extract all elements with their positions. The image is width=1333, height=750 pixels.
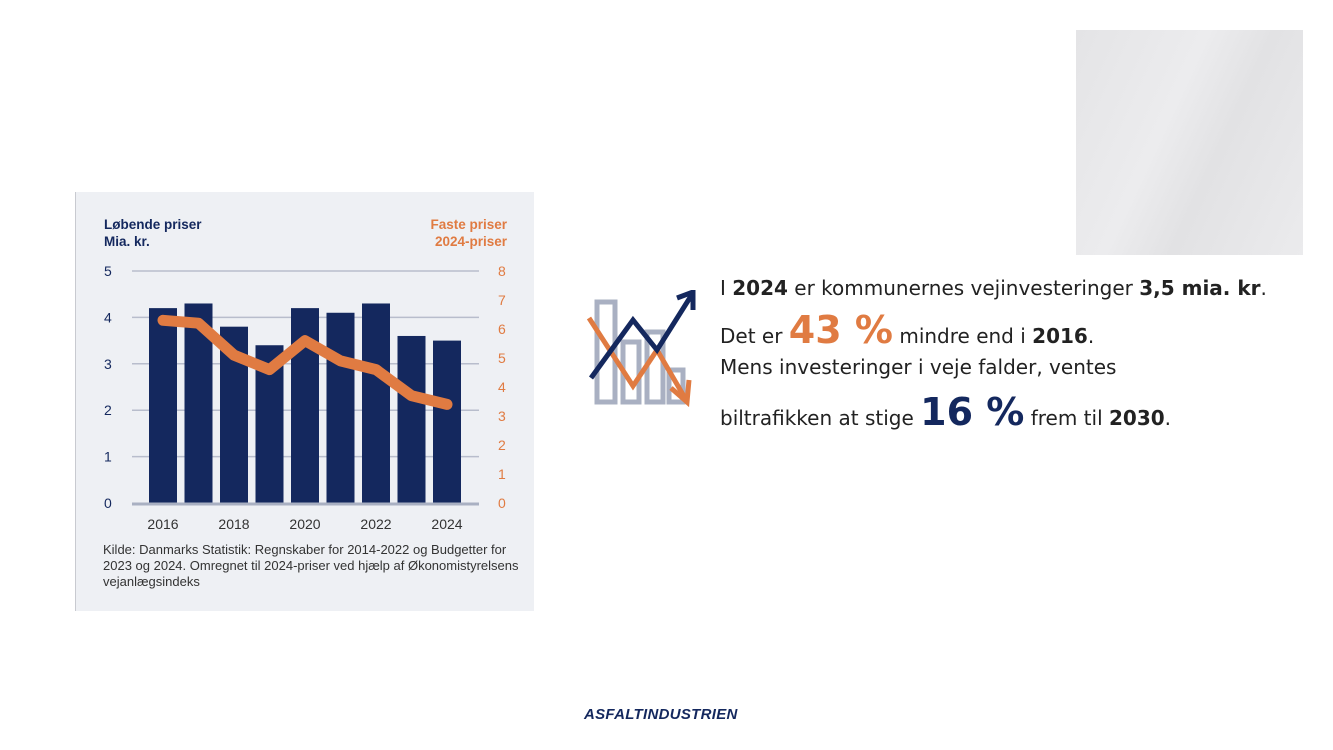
left-axis-title-line2: Mia. kr.: [104, 234, 150, 249]
bar: [326, 312, 355, 503]
left-tick-label: 5: [104, 263, 112, 279]
x-tick-label: 2020: [289, 516, 320, 532]
x-tick-label: 2022: [360, 516, 391, 532]
statement-line-2: Det er 43 % mindre end i 2016.: [720, 308, 1095, 352]
x-tick-label: 2024: [431, 516, 462, 532]
left-tick-label: 4: [104, 309, 112, 325]
right-tick-label: 3: [498, 408, 506, 424]
bar: [149, 308, 177, 503]
chart-source: Kilde: Danmarks Statistik: Regnskaber fo…: [103, 542, 519, 589]
right-axis-title-line1: Faste priser: [430, 217, 507, 232]
right-tick-label: 2: [498, 437, 506, 453]
right-axis-title-line2: 2024-priser: [434, 234, 507, 249]
right-axis-title: Faste priser 2024-priser: [430, 216, 507, 250]
statement-line-4: biltrafikken at stige 16 % frem til 2030…: [720, 390, 1172, 434]
road-photo: [1076, 30, 1303, 255]
left-tick-label: 0: [104, 495, 112, 511]
right-tick-label: 0: [498, 495, 506, 511]
bar: [362, 303, 390, 503]
statement-line-1: I 2024 er kommunernes vejinvesteringer 3…: [720, 276, 1267, 300]
left-tick-label: 2: [104, 402, 112, 418]
left-tick-label: 1: [104, 449, 112, 465]
x-tick-label: 2018: [218, 516, 249, 532]
left-axis-title: Løbende priser Mia. kr.: [104, 216, 202, 250]
bar: [433, 340, 461, 503]
right-tick-label: 7: [498, 292, 506, 308]
trend-icon: [586, 290, 696, 408]
right-tick-label: 1: [498, 466, 506, 482]
statement-line-3: Mens investeringer i veje falder, ventes: [720, 355, 1117, 379]
chart-panel: 0 1 2 3 4 5 0 1 2 3 4 5 6 7 8 2016 2018 2020 2022 2024 Løbe…: [75, 192, 534, 611]
right-tick-label: 8: [498, 263, 506, 279]
bar: [397, 335, 426, 503]
logo: ASFALTINDUSTRIEN: [584, 706, 738, 723]
right-tick-label: 4: [498, 379, 506, 395]
right-tick-label: 6: [498, 321, 506, 337]
left-axis-title-line1: Løbende priser: [104, 217, 202, 232]
right-tick-label: 5: [498, 350, 506, 366]
x-tick-label: 2016: [147, 516, 178, 532]
left-tick-label: 3: [104, 356, 112, 372]
bar-line-chart: 0 1 2 3 4 5 0 1 2 3 4 5 6 7 8 2016 2018 2020 2022 2024: [104, 263, 506, 532]
